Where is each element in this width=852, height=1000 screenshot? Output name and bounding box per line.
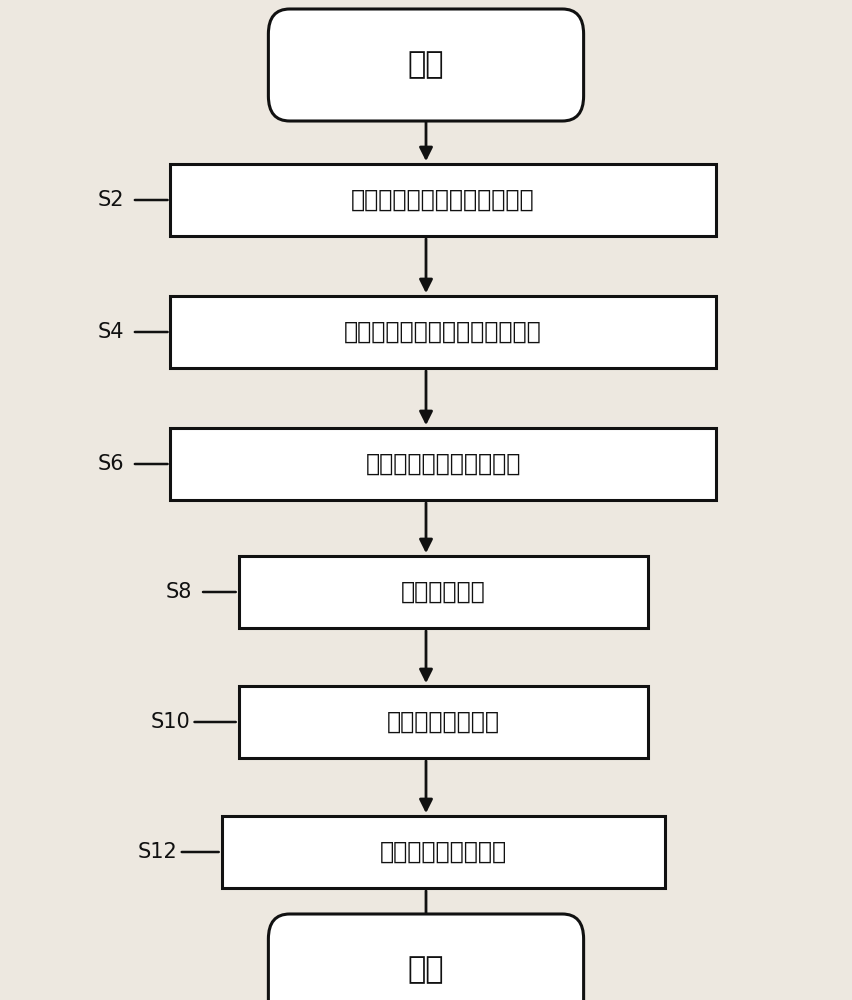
Text: S6: S6 <box>97 454 124 474</box>
FancyBboxPatch shape <box>170 164 716 236</box>
Text: 测量结果的显示处理: 测量结果的显示处理 <box>379 840 507 864</box>
FancyBboxPatch shape <box>239 686 648 758</box>
FancyBboxPatch shape <box>239 556 648 628</box>
Text: S8: S8 <box>166 582 192 602</box>
Text: S12: S12 <box>138 842 177 862</box>
FancyBboxPatch shape <box>268 9 584 121</box>
FancyBboxPatch shape <box>170 428 716 500</box>
FancyBboxPatch shape <box>268 914 584 1000</box>
Text: S10: S10 <box>151 712 190 732</box>
Text: 开始: 开始 <box>408 50 444 80</box>
Text: 血管前后壁对的筛选处理: 血管前后壁对的筛选处理 <box>366 452 521 476</box>
Text: 动脉判定处理: 动脉判定处理 <box>400 580 486 604</box>
Text: S4: S4 <box>97 322 124 342</box>
Text: 血管紧上方扫描线的检测处理: 血管紧上方扫描线的检测处理 <box>351 188 535 212</box>
FancyBboxPatch shape <box>222 816 665 888</box>
Text: 结束: 结束 <box>408 956 444 984</box>
Text: 血管功能测量处理: 血管功能测量处理 <box>387 710 499 734</box>
Text: S2: S2 <box>97 190 124 210</box>
Text: 血管壁深度位置候补的检测处理: 血管壁深度位置候补的检测处理 <box>344 320 542 344</box>
FancyBboxPatch shape <box>170 296 716 368</box>
